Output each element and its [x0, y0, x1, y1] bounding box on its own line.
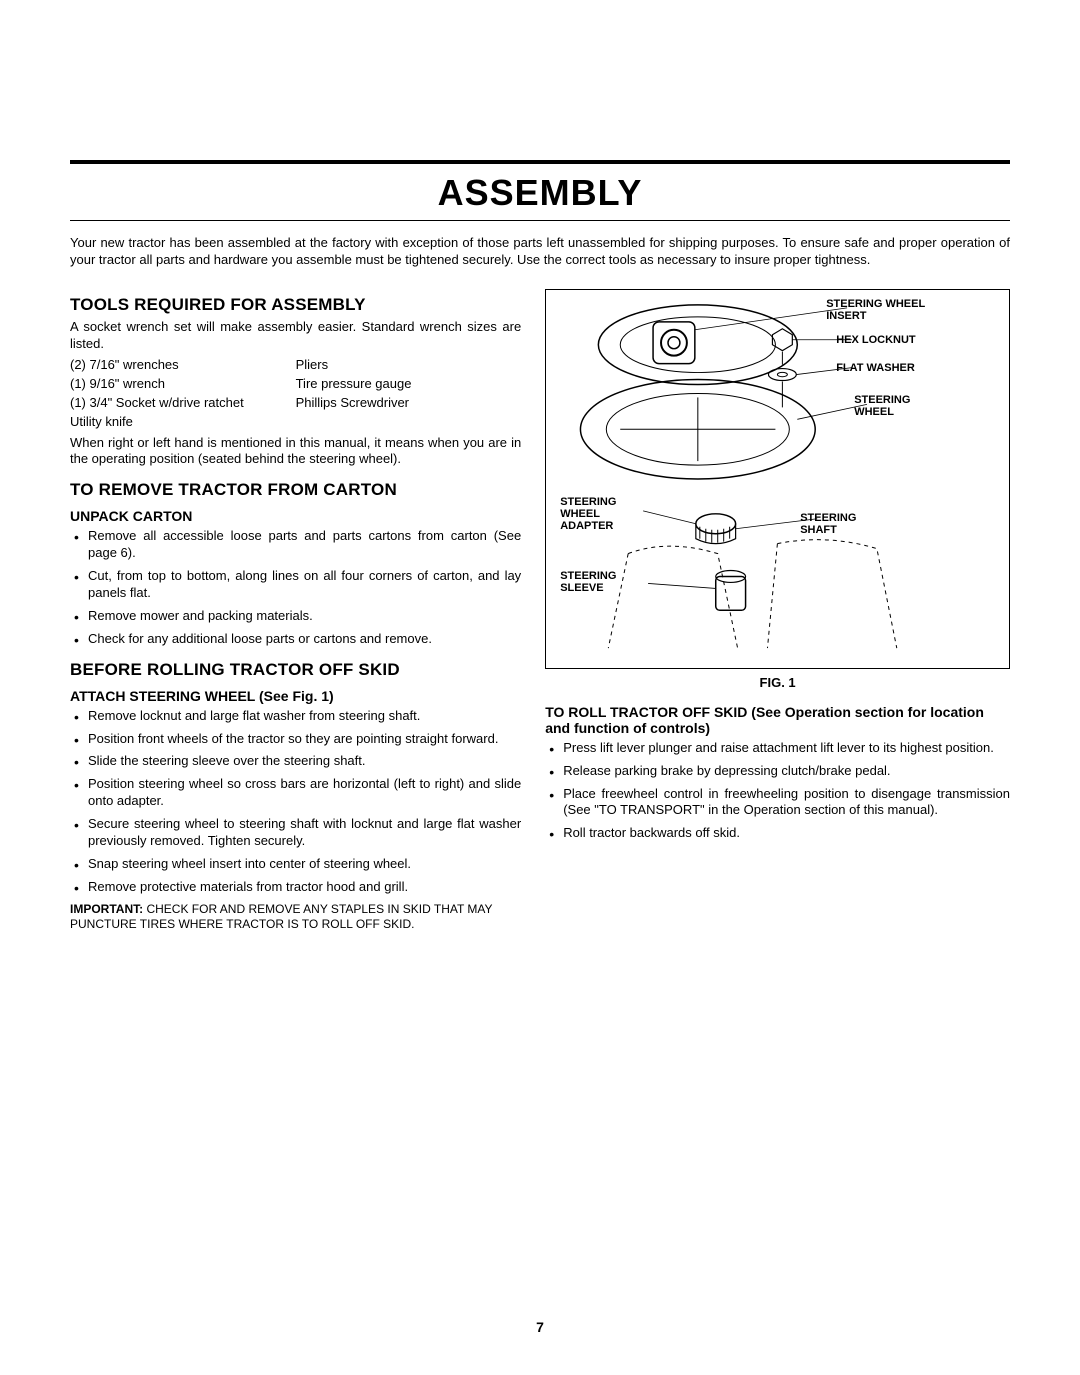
step-item: Check for any additional loose parts or … [70, 631, 521, 648]
step-item: Roll tractor backwards off skid. [545, 825, 1010, 842]
step-item: Press lift lever plunger and raise attac… [545, 740, 1010, 757]
unpack-subhead: UNPACK CARTON [70, 508, 521, 524]
right-column: STEERING WHEELINSERT HEX LOCKNUT FLAT WA… [545, 283, 1010, 932]
top-rule [70, 160, 1010, 164]
attach-subhead: ATTACH STEERING WHEEL (See Fig. 1) [70, 688, 521, 704]
before-heading: BEFORE ROLLING TRACTOR OFF SKID [70, 660, 521, 680]
intro-paragraph: Your new tractor has been assembled at t… [70, 235, 1010, 269]
tools-note: When right or left hand is mentioned in … [70, 435, 521, 469]
step-item: Position front wheels of the tractor so … [70, 731, 521, 748]
left-column: TOOLS REQUIRED FOR ASSEMBLY A socket wre… [70, 283, 521, 932]
attach-steps: Remove locknut and large flat washer fro… [70, 708, 521, 896]
step-item: Cut, from top to bottom, along lines on … [70, 568, 521, 602]
tool-cell: Utility knife [70, 414, 296, 429]
figure-1: STEERING WHEELINSERT HEX LOCKNUT FLAT WA… [545, 289, 1010, 669]
step-item: Place freewheel control in freewheeling … [545, 786, 1010, 820]
tool-grid: (2) 7/16" wrenches Pliers (1) 9/16" wren… [70, 357, 521, 429]
tool-cell: Phillips Screwdriver [296, 395, 522, 410]
fig-label-adapter: STEERINGWHEELADAPTER [560, 496, 616, 532]
step-item: Remove mower and packing materials. [70, 608, 521, 625]
page-number: 7 [0, 1319, 1080, 1335]
important-note: IMPORTANT: CHECK FOR AND REMOVE ANY STAP… [70, 902, 521, 932]
sub-rule [70, 220, 1010, 221]
step-item: Remove all accessible loose parts and pa… [70, 528, 521, 562]
step-item: Remove protective materials from tractor… [70, 879, 521, 896]
fig-label-shaft: STEERINGSHAFT [800, 512, 856, 536]
step-item: Slide the steering sleeve over the steer… [70, 753, 521, 770]
page-title: ASSEMBLY [70, 172, 1010, 214]
step-item: Remove locknut and large flat washer fro… [70, 708, 521, 725]
tool-cell: Pliers [296, 357, 522, 372]
fig-label-washer: FLAT WASHER [836, 362, 915, 374]
fig-label-locknut: HEX LOCKNUT [836, 334, 915, 346]
tool-cell: (1) 3/4" Socket w/drive ratchet [70, 395, 296, 410]
roll-steps: Press lift lever plunger and raise attac… [545, 740, 1010, 842]
step-item: Secure steering wheel to steering shaft … [70, 816, 521, 850]
fig-label-insert: STEERING WHEELINSERT [826, 298, 925, 322]
tool-cell: (2) 7/16" wrenches [70, 357, 296, 372]
tools-heading: TOOLS REQUIRED FOR ASSEMBLY [70, 295, 521, 315]
tool-cell [296, 414, 522, 429]
two-column-layout: TOOLS REQUIRED FOR ASSEMBLY A socket wre… [70, 283, 1010, 932]
fig-label-wheel: STEERINGWHEEL [854, 394, 910, 418]
unpack-steps: Remove all accessible loose parts and pa… [70, 528, 521, 647]
tool-cell: (1) 9/16" wrench [70, 376, 296, 391]
tool-cell: Tire pressure gauge [296, 376, 522, 391]
figure-caption: FIG. 1 [545, 675, 1010, 690]
tools-lead: A socket wrench set will make assembly e… [70, 319, 521, 353]
important-label: IMPORTANT: [70, 902, 143, 916]
step-item: Snap steering wheel insert into center o… [70, 856, 521, 873]
step-item: Position steering wheel so cross bars ar… [70, 776, 521, 810]
roll-heading: TO ROLL TRACTOR OFF SKID (See Operation … [545, 704, 1010, 736]
remove-heading: TO REMOVE TRACTOR FROM CARTON [70, 480, 521, 500]
fig-label-sleeve: STEERINGSLEEVE [560, 570, 616, 594]
steering-diagram [546, 290, 1009, 668]
step-item: Release parking brake by depressing clut… [545, 763, 1010, 780]
